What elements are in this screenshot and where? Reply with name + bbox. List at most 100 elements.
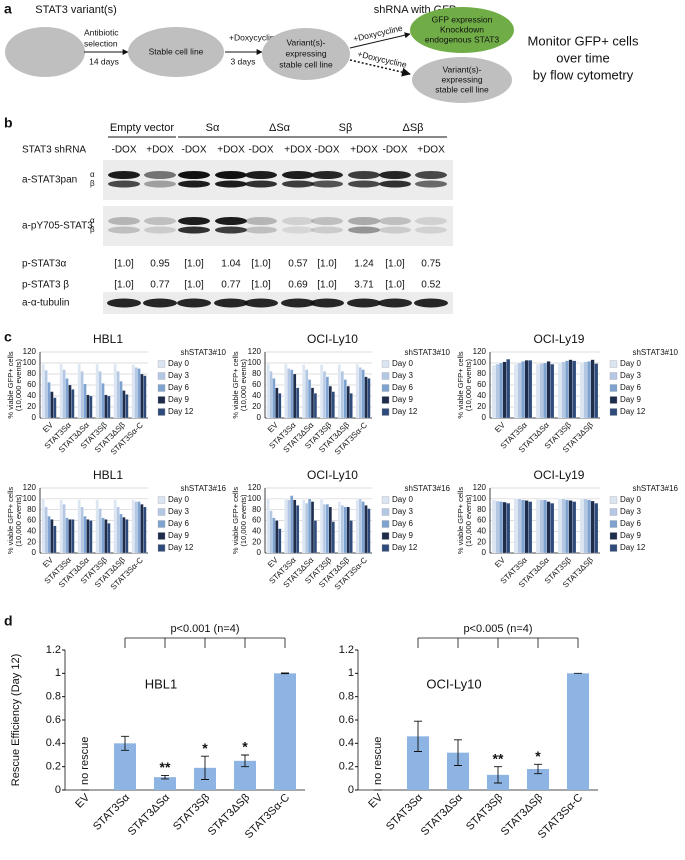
band — [245, 171, 277, 179]
legend-swatch — [381, 408, 390, 416]
legend-swatch — [157, 532, 166, 540]
bar — [284, 498, 288, 554]
significance: ** — [493, 750, 504, 766]
band — [144, 226, 176, 234]
bar — [266, 364, 270, 419]
y-tick-label: 60 — [27, 516, 36, 525]
y-axis-label: % viable GFP+ cells — [231, 487, 240, 555]
significance: * — [202, 740, 208, 756]
bar — [302, 364, 306, 419]
bar — [517, 362, 522, 419]
error-bar — [201, 755, 209, 780]
legend-swatch — [381, 544, 390, 552]
bar — [137, 501, 141, 554]
bar — [561, 361, 566, 419]
legend-label: Day 3 — [392, 371, 413, 380]
x-tick-label: STAT3Sα — [91, 791, 133, 833]
bar — [337, 501, 341, 554]
band — [348, 226, 380, 234]
legend-label: Day 12 — [620, 407, 646, 416]
legend-label: Day 3 — [168, 507, 189, 516]
x-tick-label: EV — [73, 791, 92, 810]
bar — [83, 516, 87, 554]
y-tick-label: 20 — [27, 402, 36, 411]
y-tick-label: 60 — [477, 380, 486, 389]
y-axis-label: (10,000 events) — [464, 358, 473, 411]
lane-label: +DOX — [217, 145, 245, 156]
y-tick-label: 120 — [23, 483, 37, 492]
bar — [502, 361, 507, 419]
bar — [506, 359, 511, 419]
bar — [313, 393, 317, 419]
bar — [275, 387, 279, 419]
y-tick-label: 40 — [252, 526, 261, 535]
band — [177, 298, 211, 308]
bar — [325, 504, 329, 554]
bar — [53, 525, 57, 554]
chart-title: HBL1 — [93, 468, 123, 482]
band — [282, 217, 314, 225]
band — [282, 171, 314, 179]
bar — [506, 503, 511, 554]
band — [178, 180, 210, 188]
legend-label: Day 6 — [168, 519, 189, 528]
band — [281, 298, 315, 308]
blot-strip — [103, 206, 453, 246]
bar — [579, 498, 584, 554]
bar — [116, 371, 120, 419]
y-tick-label: 0.2 — [339, 761, 354, 773]
legend-swatch — [609, 360, 618, 368]
quant-value: 0.52 — [421, 280, 441, 291]
bar — [287, 368, 291, 419]
node-label: GFP expression — [432, 14, 493, 24]
legend-swatch — [381, 372, 390, 380]
bar — [278, 528, 282, 554]
bar — [59, 499, 63, 554]
bar — [269, 510, 273, 554]
node-label: stable cell line — [435, 84, 489, 94]
error-bar — [454, 739, 462, 766]
quant-value: [1.0] — [251, 280, 271, 291]
y-tick-label: 80 — [477, 369, 486, 378]
group-header: Sα — [206, 122, 220, 134]
bar — [95, 499, 99, 554]
chart-title: OCI-Ly19 — [534, 468, 585, 482]
node-label: expressing — [441, 74, 482, 84]
y-tick-label: 80 — [252, 505, 261, 514]
legend-swatch — [157, 544, 166, 552]
legend-swatch — [609, 508, 618, 516]
bar — [594, 363, 599, 419]
bar — [337, 364, 341, 419]
legend-label: Day 9 — [620, 531, 641, 540]
panel-label: a — [4, 1, 12, 17]
legend-label: Day 3 — [620, 371, 641, 380]
bar — [517, 498, 522, 554]
bar — [513, 364, 518, 419]
bar — [313, 520, 317, 554]
diagram-label: +Doxycycline — [352, 23, 404, 44]
legend-label: Day 0 — [620, 495, 641, 504]
bar — [590, 500, 595, 554]
band — [379, 217, 411, 225]
band — [311, 226, 343, 234]
row-label: p-STAT3 β — [22, 280, 69, 291]
bar — [122, 390, 126, 419]
bar — [361, 369, 365, 419]
bar — [68, 519, 72, 554]
legend-swatch — [157, 520, 166, 528]
legend-swatch — [609, 372, 618, 380]
y-axis-label: % viable GFP+ cells — [6, 351, 15, 419]
bar — [495, 364, 500, 419]
y-axis-label: % viable GFP+ cells — [6, 487, 15, 555]
bar — [101, 383, 105, 419]
legend-swatch — [381, 384, 390, 392]
y-tick-label: 0.8 — [46, 691, 61, 703]
y-tick-label: 40 — [27, 526, 36, 535]
bar — [527, 769, 549, 790]
bar — [131, 364, 135, 419]
quant-value: 0.95 — [150, 259, 170, 270]
quant-value: 1.04 — [221, 259, 241, 270]
bar — [340, 505, 344, 554]
band — [415, 171, 447, 179]
